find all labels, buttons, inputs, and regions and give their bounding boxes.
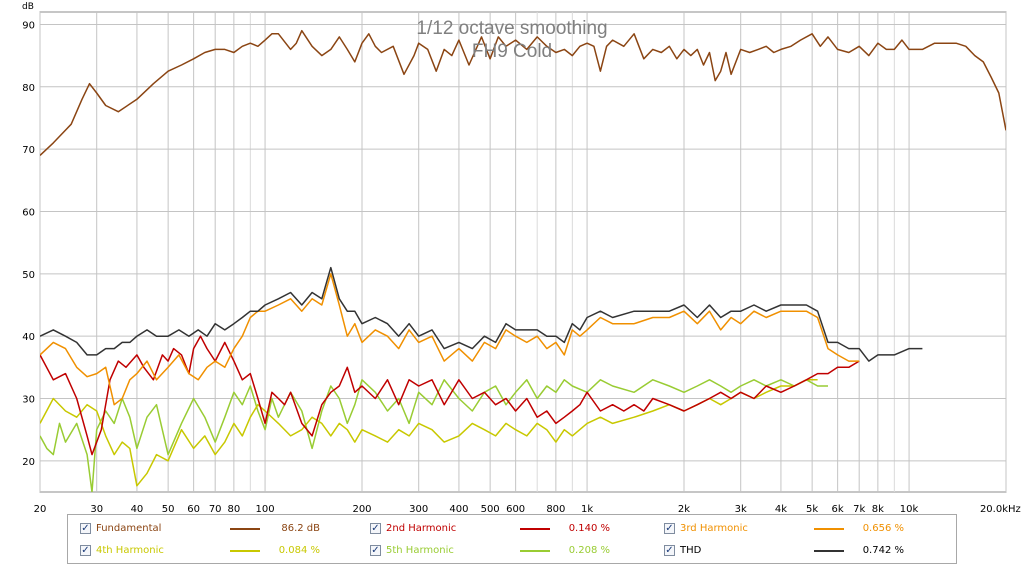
legend: ✓ Fundamental 86.2 dB ✓ 2nd Harmonic 0.1… — [67, 514, 957, 564]
x-tick-label: 50 — [162, 504, 175, 515]
x-tick-label: 6k — [832, 504, 844, 515]
legend-item-5th-harmonic[interactable]: ✓ 5th Harmonic 0.208 % — [370, 542, 650, 560]
thd-name: THD — [680, 545, 702, 556]
x-tick-labels: 20 30 40 50 60 70 80 100 200 300 400 500 600 800 1k 2k 3… — [34, 504, 1009, 515]
4th-harmonic-checkbox[interactable]: ✓ — [80, 545, 91, 556]
y-axis-label: dB — [22, 2, 34, 12]
2nd-harmonic-name: 2nd Harmonic — [386, 523, 457, 534]
series-line-fundamental — [40, 29, 1006, 156]
x-tick-label: 800 — [546, 504, 565, 515]
x-tick-label: 2k — [678, 504, 690, 515]
x-tick-label: 7k — [853, 504, 865, 515]
thd-value: 0.742 % — [862, 545, 904, 556]
y-tick-label: 20 — [22, 457, 35, 468]
series-line-2nd-harmonic — [40, 335, 860, 456]
y-tick-label: 90 — [22, 20, 35, 31]
x-tick-label: 100 — [256, 504, 275, 515]
4th-harmonic-swatch — [230, 550, 260, 552]
x-tick-label: 80 — [227, 504, 240, 515]
x-tick-label: 30 — [90, 504, 103, 515]
legend-item-4th-harmonic[interactable]: ✓ 4th Harmonic 0.084 % — [80, 542, 360, 560]
legend-item-3rd-harmonic[interactable]: ✓ 3rd Harmonic 0.656 % — [664, 520, 944, 538]
x-tick-label: 300 — [409, 504, 428, 515]
x-tick-label: 8k — [872, 504, 884, 515]
legend-item-2nd-harmonic[interactable]: ✓ 2nd Harmonic 0.140 % — [370, 520, 650, 538]
series-lines — [40, 29, 1006, 492]
thd-checkbox[interactable]: ✓ — [664, 545, 675, 556]
4th-harmonic-name: 4th Harmonic — [96, 545, 164, 556]
2nd-harmonic-value: 0.140 % — [568, 523, 610, 534]
x-tick-label: 3k — [735, 504, 747, 515]
plot-area — [39, 11, 1007, 493]
legend-item-thd[interactable]: ✓ THD 0.742 % — [664, 542, 944, 560]
x-tick-label: 60 — [187, 504, 200, 515]
5th-harmonic-name: 5th Harmonic — [386, 545, 454, 556]
x-tick-label: 500 — [481, 504, 500, 515]
x-tick-label: 40 — [131, 504, 144, 515]
y-tick-label: 40 — [22, 332, 35, 343]
x-tick-label: 1k — [581, 504, 593, 515]
3rd-harmonic-value: 0.656 % — [862, 523, 904, 534]
x-tick-label: 20.0k — [980, 504, 1008, 515]
5th-harmonic-value: 0.208 % — [568, 545, 610, 556]
fundamental-value: 86.2 dB — [281, 523, 320, 534]
y-tick-label: 70 — [22, 145, 35, 156]
x-tick-label: 20 — [34, 504, 47, 515]
y-tick-label: 80 — [22, 83, 35, 94]
x-tick-label: 400 — [449, 504, 468, 515]
y-tick-label: 30 — [22, 394, 35, 405]
series-line-3rd-harmonic — [40, 273, 860, 406]
3rd-harmonic-swatch — [814, 528, 844, 530]
5th-harmonic-checkbox[interactable]: ✓ — [370, 545, 381, 556]
fundamental-swatch — [230, 528, 260, 530]
3rd-harmonic-checkbox[interactable]: ✓ — [664, 523, 675, 534]
fundamental-name: Fundamental — [96, 523, 162, 534]
y-tick-label: 50 — [22, 270, 35, 281]
chart-subtitle: FH9 Cold — [472, 41, 552, 62]
x-tick-label: 10k — [900, 504, 919, 515]
x-tick-label: 70 — [209, 504, 222, 515]
y-tick-labels: 20 30 40 50 60 70 80 90 — [22, 20, 35, 467]
2nd-harmonic-swatch — [520, 528, 550, 530]
grid-lines — [39, 12, 1007, 492]
series-line-5th-harmonic — [40, 379, 828, 492]
fundamental-checkbox[interactable]: ✓ — [80, 523, 91, 534]
4th-harmonic-value: 0.084 % — [278, 545, 320, 556]
y-tick-label: 60 — [22, 207, 35, 218]
series-line-thd — [40, 266, 923, 362]
x-tick-label: 5k — [806, 504, 818, 515]
x-tick-label: 200 — [352, 504, 371, 515]
chart-title: 1/12 octave smoothing — [416, 18, 607, 39]
legend-item-fundamental[interactable]: ✓ Fundamental 86.2 dB — [80, 520, 360, 538]
x-unit-label: Hz — [1008, 504, 1021, 515]
3rd-harmonic-name: 3rd Harmonic — [680, 523, 748, 534]
x-tick-label: 4k — [775, 504, 787, 515]
x-tick-label: 600 — [506, 504, 525, 515]
thd-swatch — [814, 550, 844, 552]
5th-harmonic-swatch — [520, 550, 550, 552]
2nd-harmonic-checkbox[interactable]: ✓ — [370, 523, 381, 534]
